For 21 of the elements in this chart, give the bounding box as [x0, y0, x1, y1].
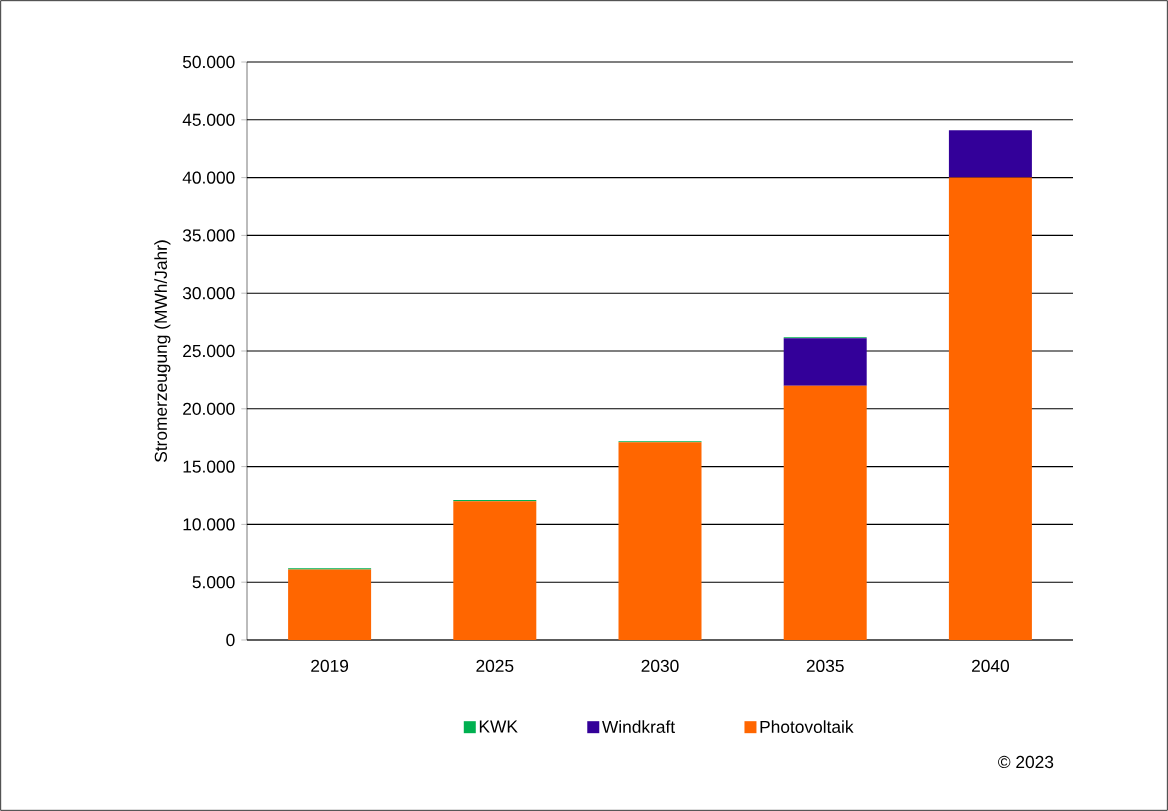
x-tick-label: 2035: [806, 659, 844, 672]
text: © 2023: [998, 755, 1054, 769]
y-tick-label: 15.000: [183, 460, 235, 473]
legend-label: KWK: [479, 720, 518, 733]
y-tick-label: 45.000: [182, 113, 235, 126]
y-tick-label: 0: [226, 633, 235, 647]
x-tick-label: 2030: [641, 659, 679, 672]
x-tick-label: 2040: [972, 659, 1010, 672]
y-tick-label: 40.000: [182, 171, 235, 184]
y-tick-label: 35.000: [182, 229, 235, 242]
y-tick-label: 20.000: [183, 402, 235, 415]
legend-label: Windkraft: [602, 720, 675, 733]
y-axis-title: Stromerzeugung (MWh/Jahr): [154, 240, 171, 462]
y-tick-label: 10.000: [183, 518, 235, 531]
y-tick-label: 25.000: [183, 344, 235, 358]
y-tick-label: 30.000: [182, 287, 235, 300]
x-tick-label: 2025: [476, 659, 514, 672]
y-tick-label: 5.000: [192, 576, 235, 589]
legend-label: Photovoltaik: [760, 720, 854, 733]
x-tick-label: 2019: [311, 659, 349, 672]
y-tick-label: 50.000: [182, 55, 235, 69]
